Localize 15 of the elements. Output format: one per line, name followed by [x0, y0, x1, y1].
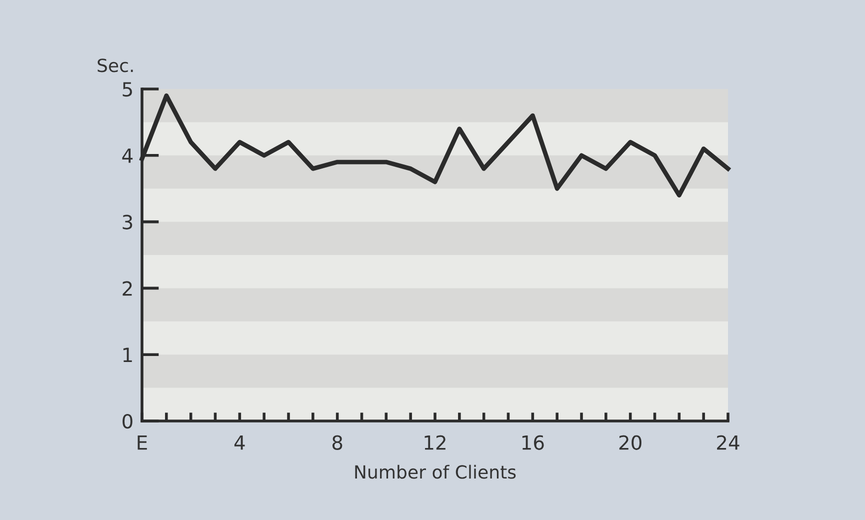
x-tick-label: 12 — [424, 435, 446, 450]
x-tick-label: 16 — [522, 435, 544, 450]
x-axis-title: Number of Clients — [355, 464, 516, 479]
y-tick-label: 5 — [122, 82, 132, 97]
x-tick-label: 24 — [717, 435, 740, 450]
x-tick-label: E — [138, 435, 147, 450]
y-tick-label: 4 — [122, 148, 133, 163]
y-tick-label: 3 — [122, 214, 132, 230]
y-tick-label: 1 — [123, 348, 132, 362]
x-tick-label: 8 — [332, 435, 342, 450]
y-tick-label: 0 — [122, 414, 132, 429]
x-tick-label: 4 — [234, 435, 245, 450]
x-tick-label: 20 — [619, 435, 642, 450]
y-tick-label: 2 — [122, 281, 132, 296]
y-axis-title: Sec. — [98, 58, 133, 72]
